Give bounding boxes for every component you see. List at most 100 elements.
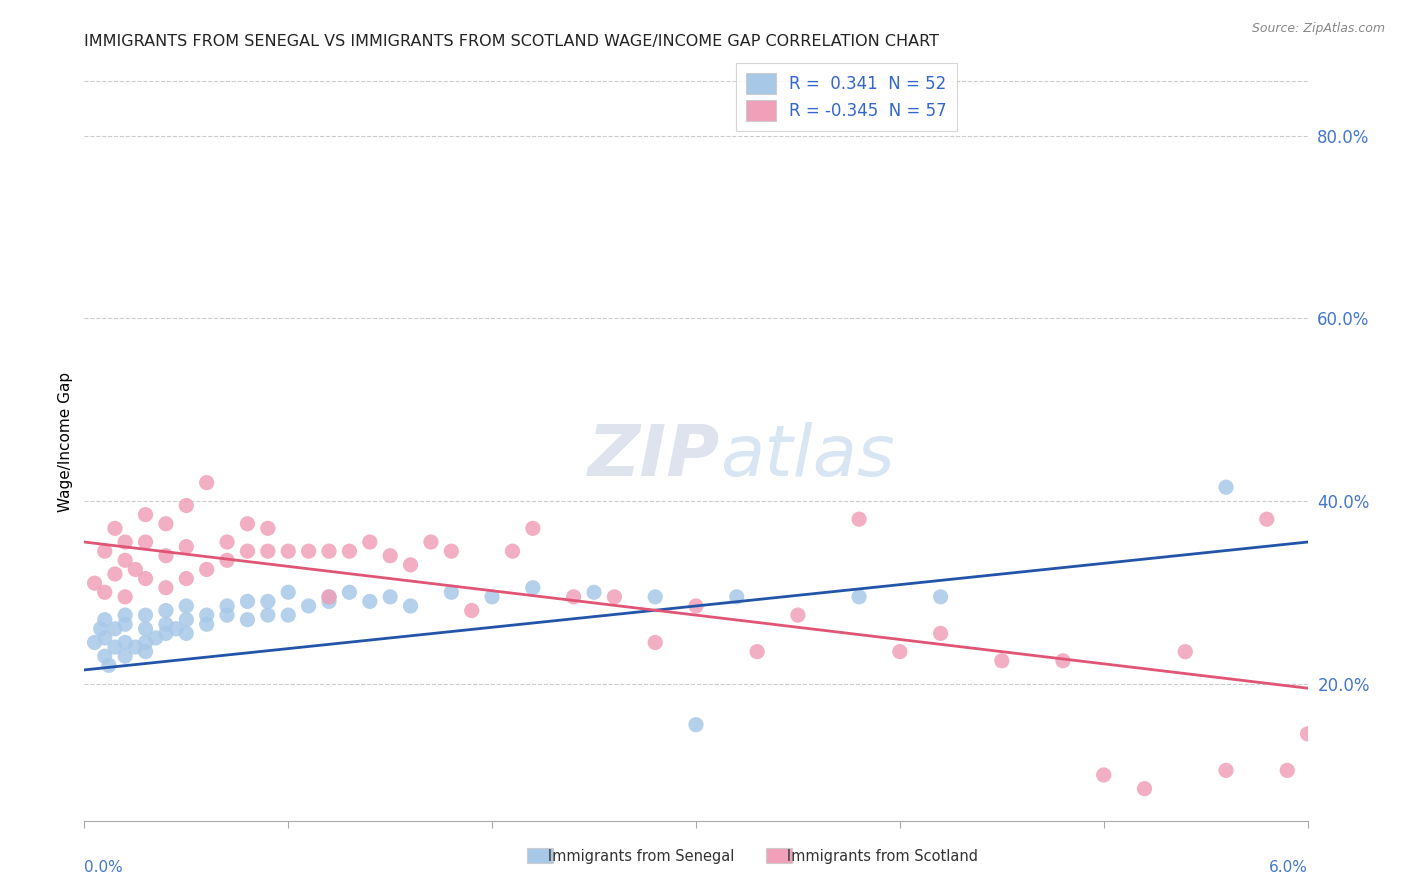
Point	[603, 590, 626, 604]
Point	[522, 521, 544, 535]
Point	[1256, 512, 1278, 526]
Point	[420, 535, 443, 549]
Point	[217, 599, 239, 613]
Point	[1092, 768, 1115, 782]
Point	[522, 581, 544, 595]
Point	[93, 585, 117, 599]
Point	[991, 654, 1014, 668]
Point	[481, 590, 503, 604]
Point	[277, 585, 299, 599]
Point	[135, 608, 157, 623]
Point	[155, 516, 177, 531]
Point	[114, 617, 136, 632]
Point	[1174, 645, 1197, 659]
Point	[339, 585, 361, 599]
Point	[124, 640, 146, 654]
Point	[298, 599, 321, 613]
Point	[135, 622, 157, 636]
Point	[1052, 654, 1074, 668]
Point	[1296, 727, 1319, 741]
Point	[359, 594, 381, 608]
Point	[195, 617, 218, 632]
Point	[440, 544, 463, 558]
Point	[176, 499, 198, 513]
Point	[93, 613, 117, 627]
Point	[93, 544, 117, 558]
Point	[318, 544, 340, 558]
Point	[155, 617, 177, 632]
Point	[114, 635, 136, 649]
Point	[685, 717, 707, 731]
Point	[124, 562, 146, 576]
Text: Source: ZipAtlas.com: Source: ZipAtlas.com	[1251, 22, 1385, 36]
Point	[135, 508, 157, 522]
Point	[155, 603, 177, 617]
Point	[155, 581, 177, 595]
Point	[583, 585, 606, 599]
Point	[165, 622, 187, 636]
Point	[217, 553, 239, 567]
Text: 0.0%: 0.0%	[84, 860, 124, 874]
Point	[236, 544, 259, 558]
Point	[848, 512, 870, 526]
Point	[1133, 781, 1156, 796]
Point	[277, 608, 299, 623]
Point	[562, 590, 585, 604]
Text: IMMIGRANTS FROM SENEGAL VS IMMIGRANTS FROM SCOTLAND WAGE/INCOME GAP CORRELATION : IMMIGRANTS FROM SENEGAL VS IMMIGRANTS FR…	[84, 34, 939, 49]
Point	[114, 649, 136, 664]
Point	[83, 635, 105, 649]
Point	[257, 544, 280, 558]
Point	[176, 540, 198, 554]
Point	[1277, 764, 1299, 778]
Point	[339, 544, 361, 558]
Point	[176, 599, 198, 613]
Point	[848, 590, 870, 604]
Point	[176, 572, 198, 586]
Point	[399, 599, 422, 613]
Point	[93, 649, 117, 664]
Text: atlas: atlas	[720, 422, 896, 491]
Point	[318, 594, 340, 608]
Point	[461, 603, 484, 617]
Point	[440, 585, 463, 599]
Text: 6.0%: 6.0%	[1268, 860, 1308, 874]
Point	[195, 608, 218, 623]
Point	[399, 558, 422, 572]
Point	[217, 608, 239, 623]
Point	[889, 645, 911, 659]
Point	[114, 535, 136, 549]
Point	[90, 622, 112, 636]
Point	[1215, 764, 1237, 778]
Point	[176, 613, 198, 627]
Y-axis label: Wage/Income Gap: Wage/Income Gap	[58, 371, 73, 512]
Point	[318, 590, 340, 604]
Point	[359, 535, 381, 549]
Point	[195, 475, 218, 490]
Point	[380, 590, 402, 604]
Point	[257, 608, 280, 623]
Point	[685, 599, 707, 613]
Point	[104, 521, 127, 535]
Point	[644, 590, 666, 604]
Point	[114, 553, 136, 567]
Point	[257, 521, 280, 535]
Point	[787, 608, 810, 623]
Point	[747, 645, 769, 659]
Point	[114, 590, 136, 604]
Point	[725, 590, 748, 604]
Text: Immigrants from Senegal: Immigrants from Senegal	[534, 849, 735, 863]
Point	[502, 544, 524, 558]
Point	[318, 590, 340, 604]
Point	[236, 594, 259, 608]
Point	[217, 535, 239, 549]
Text: Immigrants from Scotland: Immigrants from Scotland	[773, 849, 979, 863]
Point	[135, 645, 157, 659]
Text: ZIP: ZIP	[588, 422, 720, 491]
Point	[104, 566, 127, 581]
Point	[236, 613, 259, 627]
Point	[176, 626, 198, 640]
Point	[135, 572, 157, 586]
Point	[93, 631, 117, 645]
Point	[155, 626, 177, 640]
Point	[1215, 480, 1237, 494]
